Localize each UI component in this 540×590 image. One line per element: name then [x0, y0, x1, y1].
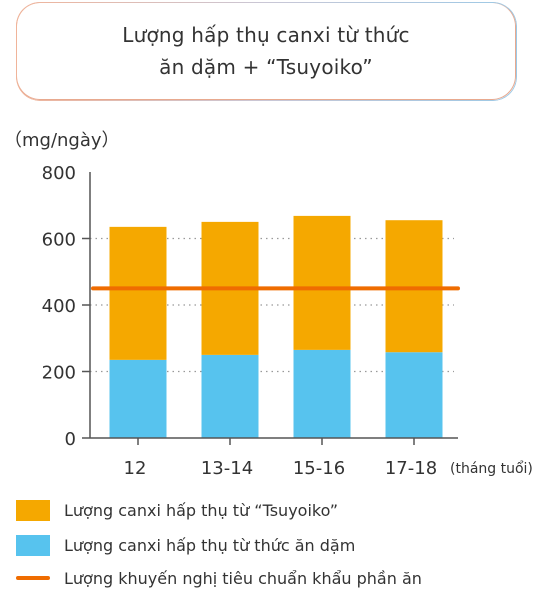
legend-label-recommended: Lượng khuyến nghị tiêu chuẩn khẩu phần ă… [64, 568, 422, 588]
x-tick-label-13-14: 13-14 [201, 458, 253, 479]
bar-tsuyoiko-15-16 [293, 215, 351, 350]
x-axis-unit-label: (tháng tuổi) [450, 460, 533, 477]
legend-item-baby_food: Lượng canxi hấp thụ từ thức ăn dặm [16, 533, 355, 557]
legend-item-tsuyoiko: Lượng canxi hấp thụ từ “Tsuyoiko” [16, 498, 338, 522]
axis-labels: 0 200 400 600 800 12 13-14 15-16 17-18 (tháng tuổ… [42, 163, 533, 479]
y-tick-label-400: 400 [42, 296, 76, 317]
bar-baby-food-12 [109, 359, 167, 438]
axes [82, 172, 458, 445]
legend-swatch-recommended [16, 576, 50, 580]
bar-baby-food-13-14 [201, 354, 259, 438]
x-tick-label-15-16: 15-16 [293, 458, 345, 479]
legend-label-baby_food: Lượng canxi hấp thụ từ thức ăn dặm [64, 535, 356, 555]
y-tick-label-0: 0 [65, 429, 76, 450]
x-tick-label-17-18: 17-18 [385, 458, 437, 479]
bar-baby-food-17-18 [385, 352, 443, 438]
y-tick-label-800: 800 [42, 163, 76, 184]
chart-title-box: Lượng hấp thụ canxi từ thức ăn dặm + “Ts… [16, 2, 516, 100]
bar-tsuyoiko-17-18 [385, 220, 443, 353]
bar-baby-food-15-16 [293, 349, 351, 438]
bar-chart: 0 200 400 600 800 12 13-14 15-16 17-18 (tháng tuổ… [42, 163, 533, 479]
bars [109, 215, 443, 438]
legend-swatch-tsuyoiko [16, 499, 50, 521]
legend-swatch-baby_food [16, 534, 50, 556]
bar-tsuyoiko-12 [109, 226, 167, 360]
legend-item-recommended: Lượng khuyến nghị tiêu chuẩn khẩu phần ă… [16, 566, 422, 590]
y-tick-label-600: 600 [42, 230, 76, 251]
legend-label-tsuyoiko: Lượng canxi hấp thụ từ “Tsuyoiko” [64, 500, 339, 520]
y-tick-label-200: 200 [42, 363, 76, 384]
x-tick-label-12: 12 [124, 458, 147, 479]
y-axis-unit-label: （mg/ngày） [4, 130, 120, 151]
